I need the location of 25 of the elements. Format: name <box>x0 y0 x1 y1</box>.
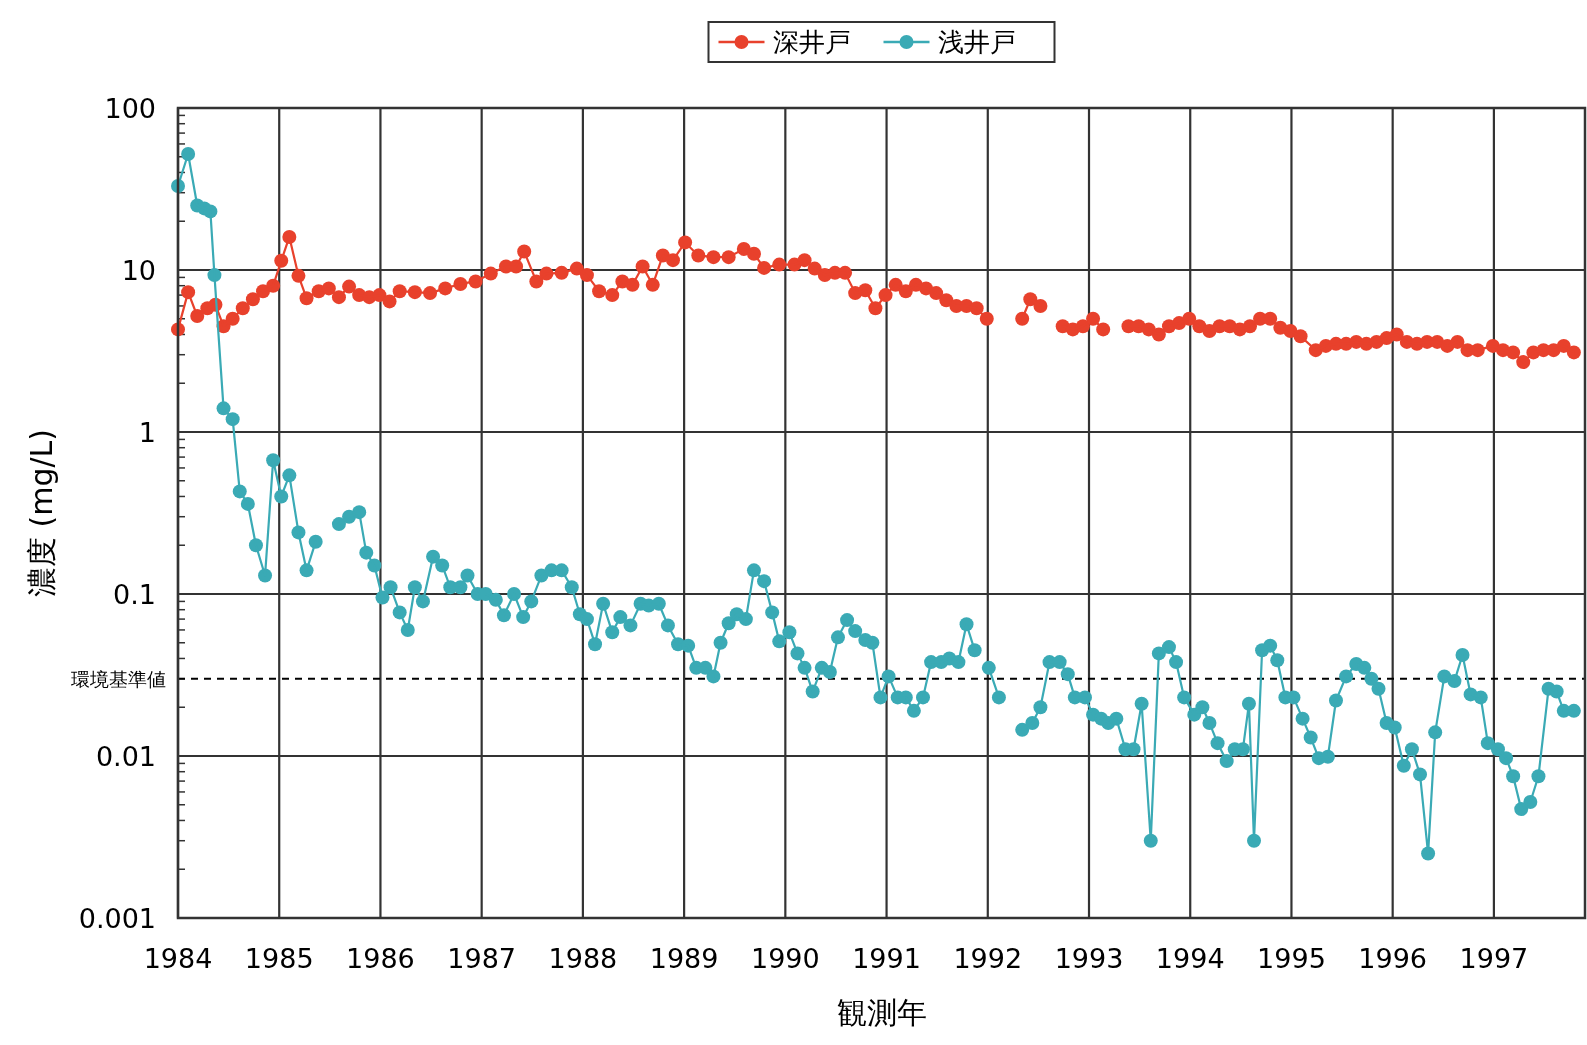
x-tick-label: 1995 <box>1257 943 1326 974</box>
x-tick-label: 1984 <box>143 943 213 974</box>
x-tick-label: 1990 <box>750 943 820 974</box>
x-tick-label: 1996 <box>1358 943 1428 974</box>
y-tick-label: 0.01 <box>95 741 156 772</box>
x-axis-title: 観測年 <box>836 995 927 1030</box>
x-tick-label: 1991 <box>852 943 921 974</box>
x-tick-label: 1993 <box>1054 943 1124 974</box>
y-tick-label: 10 <box>121 255 156 286</box>
x-tick-label: 1992 <box>953 943 1023 974</box>
y-tick-label: 100 <box>104 93 156 124</box>
legend-label: 深井戸 <box>772 27 851 57</box>
legend-label: 浅井戸 <box>937 27 1016 57</box>
x-tick-label: 1997 <box>1459 943 1529 974</box>
x-tick-label: 1994 <box>1155 943 1225 974</box>
x-tick-label: 1987 <box>447 943 517 974</box>
y-axis-title: 濃度 (mg/L) <box>24 428 59 598</box>
x-tick-label: 1989 <box>649 943 719 974</box>
y-tick-label: 0.001 <box>78 903 156 934</box>
y-tick-label: 1 <box>138 417 156 448</box>
x-tick-label: 1988 <box>548 943 618 974</box>
x-tick-label: 1986 <box>346 943 415 974</box>
x-tick-label: 1985 <box>244 943 314 974</box>
ref-line-label: 環境基準値 <box>71 667 166 690</box>
y-tick-label: 0.1 <box>113 579 156 610</box>
